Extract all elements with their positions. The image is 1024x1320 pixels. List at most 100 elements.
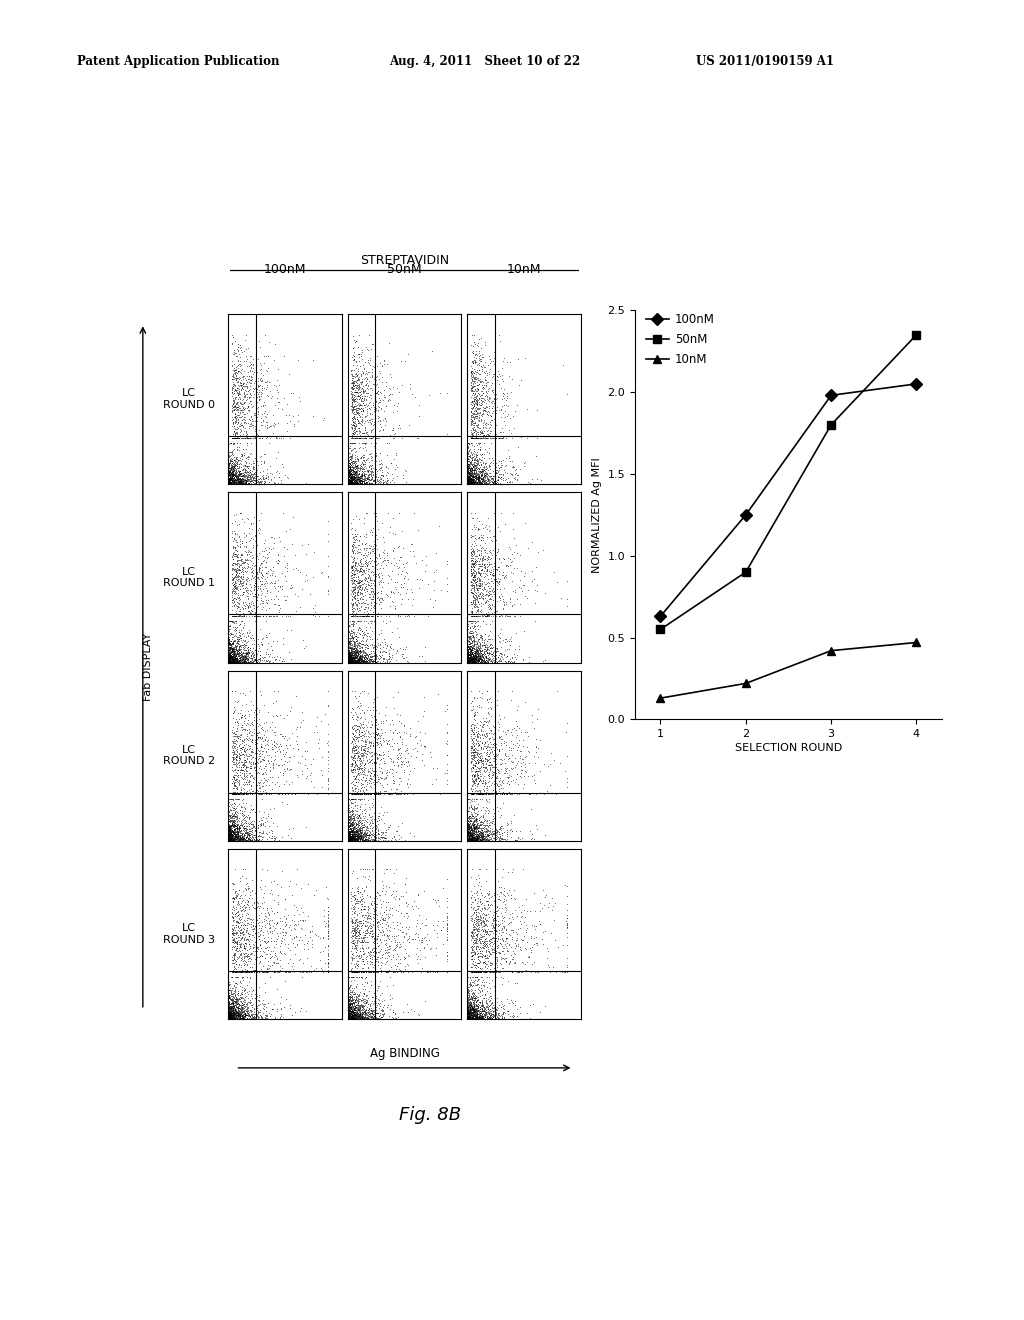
Point [464,541,480,562]
Point [373,597,389,618]
Point [479,550,496,572]
Point [253,830,269,851]
Point [343,784,359,805]
Point [253,958,269,979]
Point [249,424,265,445]
Point [225,461,242,482]
Point [237,997,253,1018]
Point [349,379,366,400]
Point [465,1003,481,1024]
Point [345,807,361,828]
Point [345,649,361,671]
Point [230,405,247,426]
Point [347,422,364,444]
Point [462,471,478,492]
Point [356,829,373,850]
Point [468,347,484,368]
Point [228,826,245,847]
Point [237,411,253,432]
Point [518,939,535,960]
Point [223,465,240,486]
Point [227,589,244,610]
Point [343,990,359,1011]
Point [477,772,494,793]
Point [227,750,244,771]
Point [463,362,479,383]
Point [225,924,242,945]
Point [351,632,368,653]
Point [429,758,445,779]
Point [345,453,361,474]
Point [236,936,252,957]
Point [473,999,489,1020]
Point [528,818,545,840]
Point [239,376,255,397]
Point [482,422,499,444]
Point [522,784,539,805]
Point [356,601,373,622]
Point [359,368,376,389]
Point [484,904,501,925]
Point [484,453,501,474]
Point [233,636,250,657]
Point [276,708,293,729]
Point [480,894,497,915]
Point [344,537,360,558]
Point [344,993,360,1014]
Point [232,473,249,494]
Point [226,470,243,491]
Point [223,814,240,836]
Point [229,591,246,612]
Point [460,636,476,657]
Point [345,473,361,494]
Point [407,726,423,747]
Point [485,606,502,627]
Point [303,937,319,958]
Point [249,450,265,471]
Point [364,404,380,425]
Point [473,574,489,595]
Point [233,983,250,1005]
Point [393,771,410,792]
Point [230,354,247,375]
Point [362,648,379,669]
Point [226,989,243,1010]
Point [252,469,268,490]
Point [341,647,357,668]
Point [229,911,246,932]
Point [488,920,505,941]
Point [244,829,260,850]
Point [466,565,482,586]
Point [340,473,356,494]
Point [227,470,244,491]
Point [234,473,251,494]
Point [349,363,366,384]
Point [473,651,489,672]
Point [350,945,367,966]
Point [350,1006,367,1027]
Point [464,412,480,433]
Point [341,1005,357,1026]
Point [475,821,492,842]
Point [226,820,243,841]
Point [342,463,358,484]
Point [355,830,372,851]
Point [228,647,245,668]
Point [225,360,242,381]
Point [258,808,274,829]
Point [233,342,250,363]
Point [373,718,389,739]
Point [358,644,375,665]
Point [243,579,259,601]
Point [348,465,365,486]
Point [463,545,479,566]
Point [473,829,489,850]
Point [268,428,285,449]
Point [254,737,270,758]
Point [223,590,240,611]
Point [487,648,504,669]
Point [282,759,298,780]
Point [346,631,362,652]
Point [365,420,381,441]
Point [428,944,444,965]
